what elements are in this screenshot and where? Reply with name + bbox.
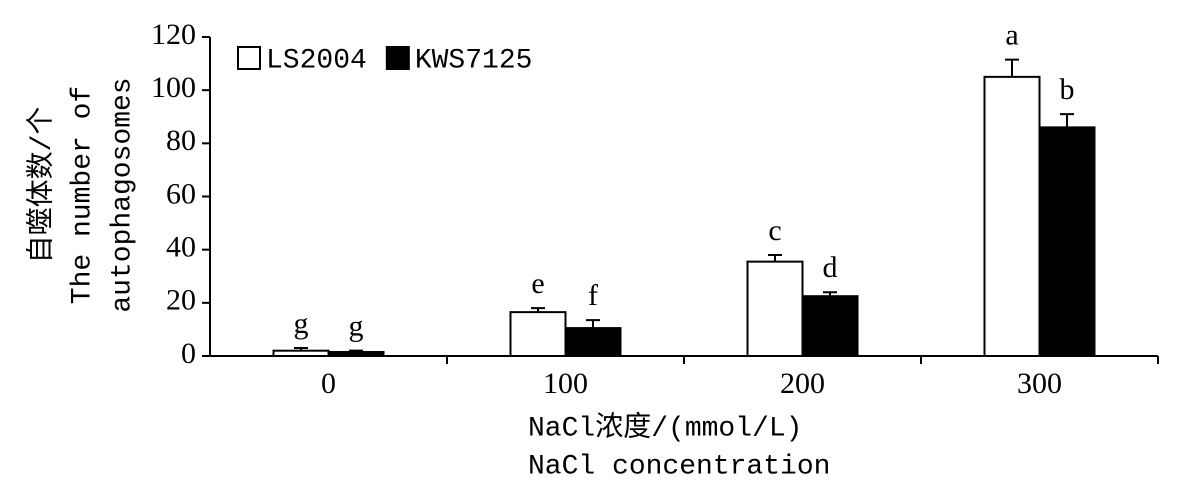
legend-label: KWS7125 bbox=[415, 45, 533, 76]
y-label: 自噬体数/个 bbox=[24, 107, 58, 264]
y-tick-label: 0 bbox=[181, 337, 196, 370]
significance-label: g bbox=[349, 310, 364, 343]
significance-label: d bbox=[823, 251, 838, 284]
x-tick-label: 200 bbox=[780, 367, 825, 400]
bar bbox=[509, 311, 567, 358]
significance-label: a bbox=[1005, 18, 1018, 51]
error-bar bbox=[294, 347, 308, 351]
bar bbox=[983, 75, 1041, 357]
x-tick-label: 0 bbox=[321, 367, 336, 400]
significance-label: f bbox=[588, 279, 598, 312]
bar bbox=[1038, 126, 1096, 357]
x-tick-label: 100 bbox=[543, 367, 588, 400]
x-tick-label: 300 bbox=[1017, 367, 1062, 400]
significance-label: c bbox=[768, 214, 781, 247]
y-tick-label: 20 bbox=[166, 284, 196, 317]
error-bar bbox=[823, 291, 837, 297]
significance-label: e bbox=[531, 267, 544, 300]
y-tick-label: 40 bbox=[166, 231, 196, 264]
error-bar bbox=[349, 349, 363, 353]
y-label: autophagosomes bbox=[107, 77, 138, 312]
error-bar bbox=[1005, 58, 1019, 77]
significance-label: g bbox=[294, 307, 309, 340]
x-label: NaCl浓度/(mmol/L) bbox=[528, 410, 802, 444]
y-tick-label: 80 bbox=[166, 124, 196, 157]
bar bbox=[272, 349, 330, 357]
x-label: NaCl concentration bbox=[528, 451, 830, 482]
y-label: The number of bbox=[67, 86, 98, 304]
y-tick-label: 120 bbox=[151, 18, 196, 51]
error-bar bbox=[531, 307, 545, 313]
significance-label: b bbox=[1060, 73, 1075, 106]
legend-swatch bbox=[385, 46, 410, 70]
legend-label: LS2004 bbox=[266, 45, 367, 76]
error-bar bbox=[586, 319, 600, 329]
y-tick-label: 100 bbox=[151, 71, 196, 104]
legend-swatch bbox=[237, 46, 261, 70]
y-tick-label: 60 bbox=[166, 177, 196, 210]
bar bbox=[746, 260, 804, 358]
bar bbox=[564, 327, 622, 357]
bar bbox=[801, 295, 859, 357]
error-bar bbox=[768, 253, 782, 262]
error-bar bbox=[1060, 113, 1074, 128]
bar bbox=[327, 351, 385, 358]
